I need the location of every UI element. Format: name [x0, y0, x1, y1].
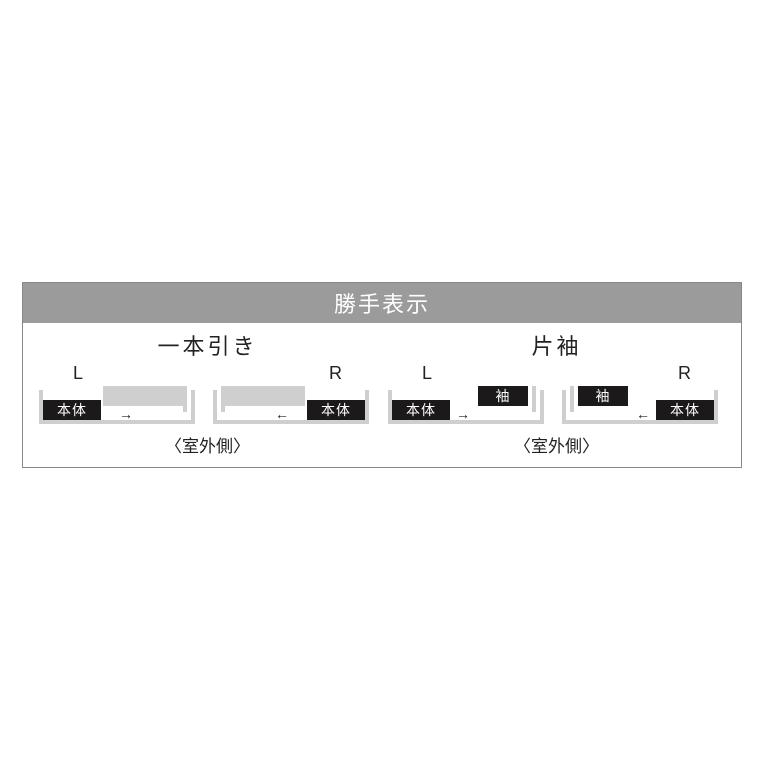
arrow-right-icon: → — [119, 406, 133, 422]
bottom-label: 〈室外側〉 — [382, 432, 731, 457]
grey-door-L — [103, 386, 187, 406]
panel-single-sliding: 一本引き L R 本体 → 本体 ← 〈室外側〉 — [33, 329, 382, 457]
arrow-right-icon: → — [456, 406, 470, 422]
handle-L — [183, 386, 187, 412]
block-main-R: 本体 — [656, 400, 714, 420]
lr-labels: L R — [382, 363, 731, 384]
content-row: 一本引き L R 本体 → 本体 ← 〈室外側〉 — [23, 323, 741, 467]
block-main-L: 本体 — [392, 400, 450, 420]
bottom-label: 〈室外側〉 — [33, 432, 382, 457]
handle-R — [570, 386, 574, 412]
block-main-L: 本体 — [43, 400, 101, 420]
label-L: L — [422, 363, 432, 384]
arrow-left-icon: ← — [275, 406, 289, 422]
handle-L — [532, 386, 536, 412]
diagram-sleeve: 本体 袖 → 本体 袖 ← — [382, 386, 731, 428]
lr-labels: L R — [33, 363, 382, 384]
panel-title: 一本引き — [33, 329, 382, 361]
grey-door-R — [221, 386, 305, 406]
diagram-container: 勝手表示 一本引き L R 本体 → 本体 ← 〈 — [22, 282, 742, 468]
label-L: L — [73, 363, 83, 384]
label-R: R — [678, 363, 691, 384]
block-sleeve-R: 袖 — [578, 386, 628, 406]
header-title: 勝手表示 — [23, 283, 741, 323]
label-R: R — [329, 363, 342, 384]
panel-title: 片袖 — [382, 329, 731, 361]
diagram-single: 本体 → 本体 ← — [33, 386, 382, 428]
block-main-R: 本体 — [307, 400, 365, 420]
block-sleeve-L: 袖 — [478, 386, 528, 406]
panel-sleeve: 片袖 L R 本体 袖 → 本体 袖 ← 〈室外側〉 — [382, 329, 731, 457]
arrow-left-icon: ← — [636, 406, 650, 422]
handle-R — [221, 386, 225, 412]
